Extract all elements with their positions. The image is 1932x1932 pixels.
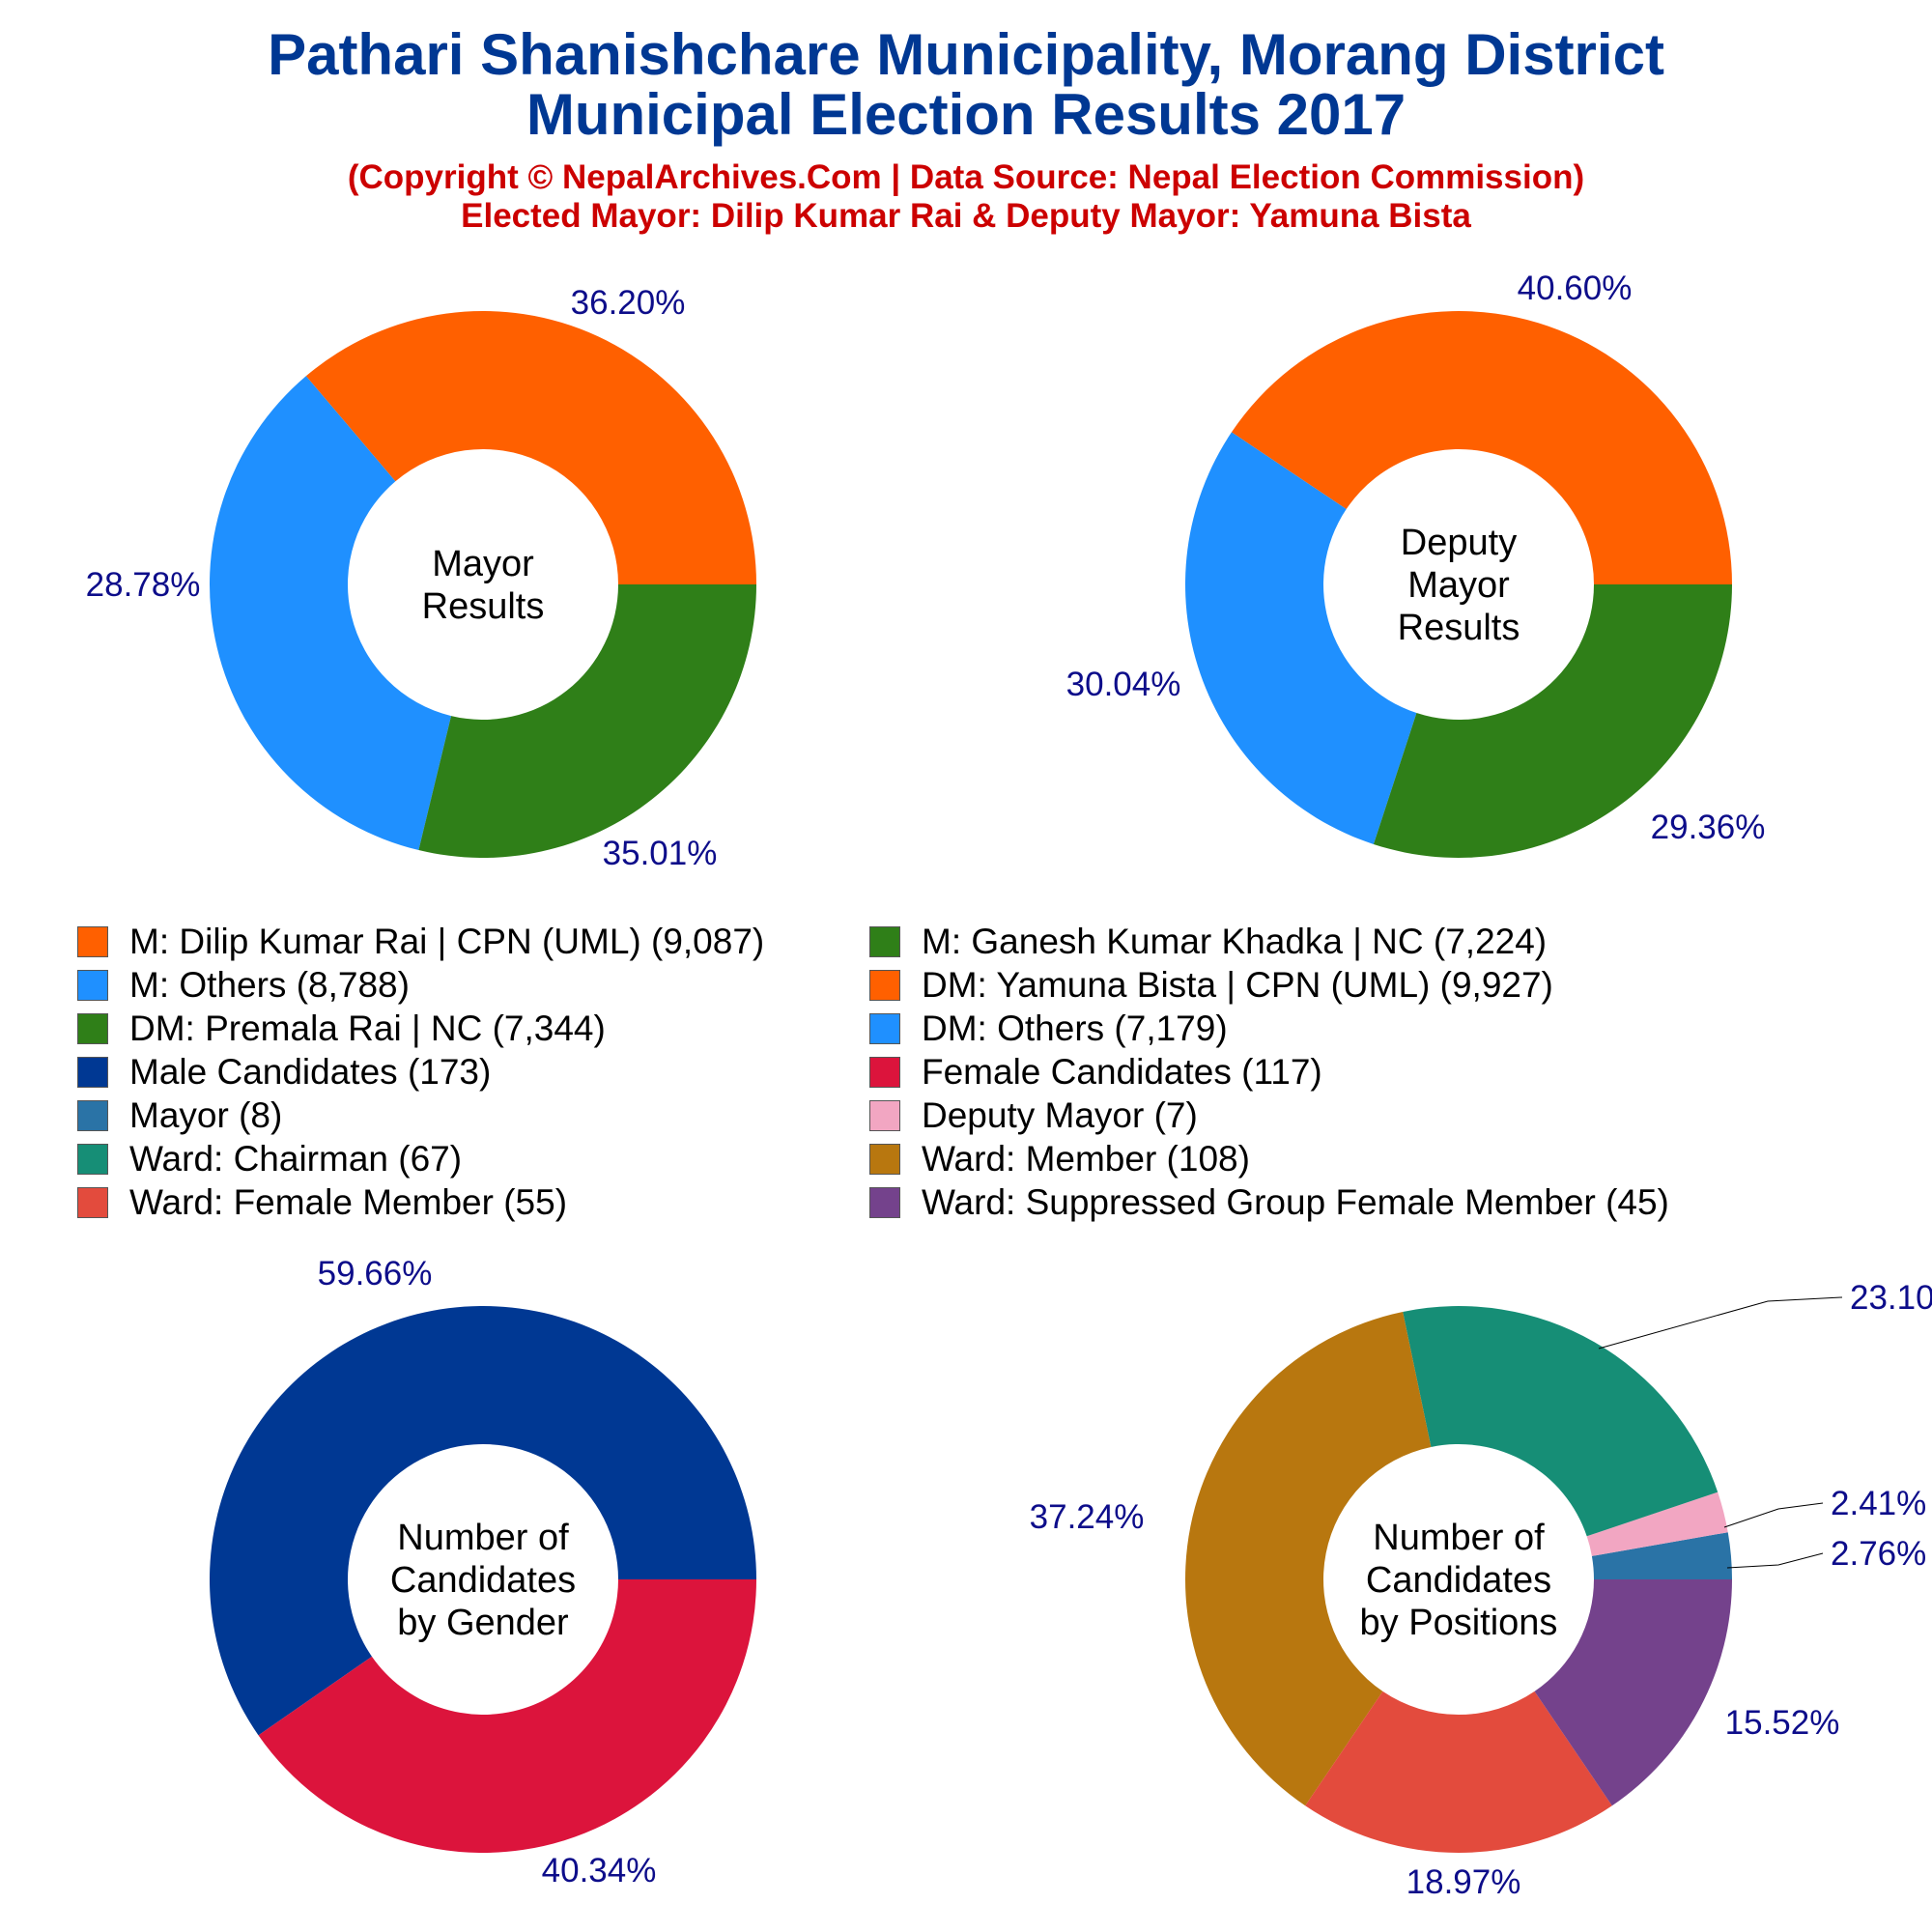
chart-subtitle-line1: (Copyright © NepalArchives.Com | Data So… (347, 158, 1585, 196)
percent-label: 37.24% (1030, 1498, 1145, 1536)
donut-slice (418, 584, 756, 858)
leader-line (1598, 1296, 1843, 1350)
donut-slice (1534, 1579, 1732, 1806)
center-label: Candidates (1366, 1560, 1551, 1601)
leader-line (1723, 1502, 1824, 1528)
center-label: Mayor (1407, 565, 1510, 606)
donut-slice (1373, 584, 1732, 858)
percent-label: 2.76% (1831, 1535, 1926, 1573)
percent-label: 59.66% (318, 1255, 433, 1293)
percent-label: 30.04% (1066, 666, 1181, 703)
percent-label: 29.36% (1651, 809, 1766, 846)
center-label: Mayor (432, 544, 534, 584)
percent-label: 36.20% (571, 284, 686, 322)
chart-subtitle-line2: Elected Mayor: Dilip Kumar Rai & Deputy … (461, 197, 1471, 235)
chart-title-line1: Pathari Shanishchare Municipality, Moran… (268, 22, 1664, 87)
center-label: Number of (397, 1518, 569, 1558)
center-label: Deputy (1401, 523, 1517, 563)
donut-slice (1305, 1690, 1612, 1853)
donut-slice (305, 311, 756, 584)
percent-label: 15.52% (1725, 1704, 1840, 1742)
percent-label: 23.10% (1850, 1279, 1932, 1317)
center-label: Results (1398, 608, 1520, 648)
donut-slice (258, 1579, 757, 1853)
chart-header: Pathari Shanishchare Municipality, Moran… (0, 19, 1932, 236)
leader-line (1726, 1552, 1824, 1569)
center-label: Results (422, 586, 545, 627)
donut-chart: 2.76% 2.41% 23.10% 37.24% 18.97% 15.52% Number… (1030, 1279, 1932, 1901)
percent-label: 40.34% (542, 1852, 657, 1889)
center-label: by Gender (397, 1603, 569, 1643)
center-label: Candidates (390, 1560, 576, 1601)
percent-label: 18.97% (1406, 1863, 1521, 1901)
donut-slice (209, 1306, 756, 1736)
donut-slice (1185, 1311, 1432, 1806)
percent-label: 35.01% (603, 835, 718, 872)
donut-slice (1231, 311, 1732, 584)
donut-slice (1591, 1532, 1732, 1579)
donut-slice (1185, 432, 1417, 844)
donut-slice (210, 376, 452, 851)
percent-label: 28.78% (86, 566, 201, 604)
center-label: by Positions (1360, 1603, 1558, 1643)
percent-label: 40.60% (1518, 270, 1633, 307)
center-label: Number of (1373, 1518, 1545, 1558)
chart-title-line2: Municipal Election Results 2017 (526, 82, 1406, 147)
percent-label: 2.41% (1831, 1485, 1926, 1522)
donut-slice (1586, 1492, 1728, 1556)
donut-slice (1403, 1306, 1719, 1537)
